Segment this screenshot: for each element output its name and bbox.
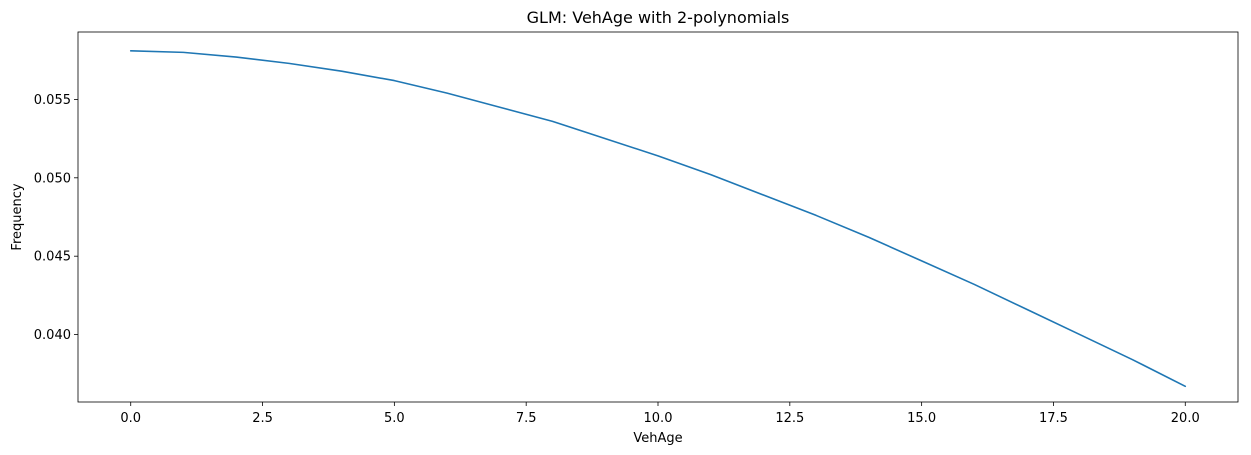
y-axis-label: Frequency [10,183,25,250]
x-tick-label: 5.0 [384,411,405,426]
x-tick-label: 2.5 [252,411,273,426]
x-tick-label: 20.0 [1171,411,1200,426]
y-tick-label: 0.045 [34,250,71,265]
x-tick-label: 0.0 [120,411,141,426]
x-axis-ticks: 0.0 2.5 5.0 7.5 10.0 12.5 15.0 17.5 20.0 [120,402,1200,426]
x-tick-label: 12.5 [775,411,804,426]
y-tick-label: 0.050 [34,171,71,186]
y-tick-label: 0.040 [34,328,71,343]
x-tick-label: 10.0 [644,411,673,426]
chart-title: GLM: VehAge with 2-polynomials [527,8,790,27]
x-tick-label: 17.5 [1039,411,1068,426]
x-tick-label: 15.0 [907,411,936,426]
series-line [129,50,1187,388]
y-axis-ticks: 0.040 0.045 0.050 0.055 [34,93,78,343]
x-axis-label: VehAge [633,431,682,446]
y-tick-label: 0.055 [34,93,71,108]
series-layer [129,50,1187,388]
plot-area-frame [77,31,1239,403]
x-tick-label: 7.5 [516,411,537,426]
